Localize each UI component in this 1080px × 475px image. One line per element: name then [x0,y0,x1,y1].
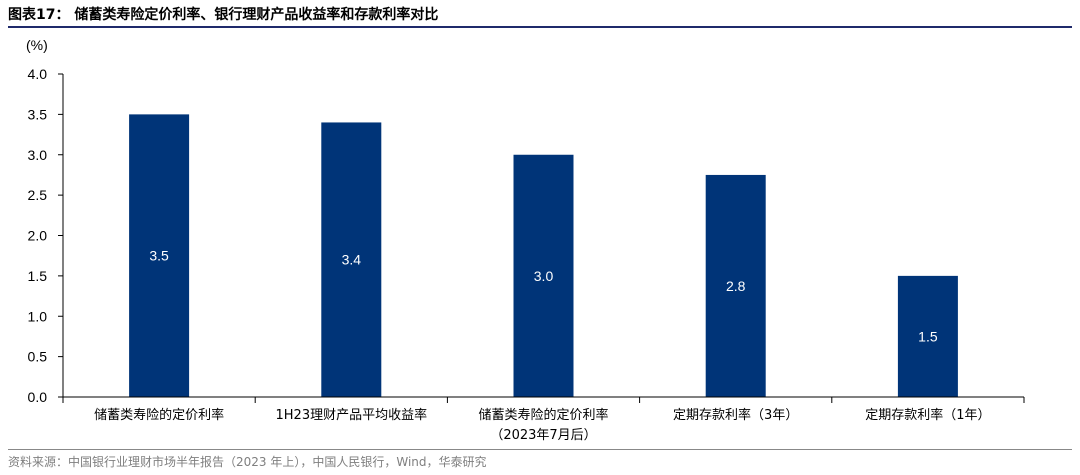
y-tick-label: 2.0 [28,228,48,244]
x-category-label: 定期存款利率（3年） [673,407,798,423]
bar [321,122,382,397]
bars: 3.5 3.4 3.0 2.8 1.5 [129,114,958,397]
bar-data-label: 3.5 [149,248,169,264]
x-category-label: 1H23理财产品平均收益率 [276,407,428,423]
bar-chart: (%) 0.00.51.01.52.02.53.03.54.0 3.5 3.43.… [26,37,1025,443]
source-rule [8,449,1072,450]
x-category-label: 储蓄类寿险的定价利率 [478,407,608,423]
x-category-label: 储蓄类寿险的定价利率 [94,407,224,423]
y-tick-label: 0.5 [28,349,48,365]
y-tick-label: 3.0 [28,147,48,163]
y-axis: 0.0 0.5 1.0 1.5 2.0 2.5 3.0 3.5 4.0 [28,66,64,405]
bar-data-label: 3.0 [534,268,554,284]
y-tick-label: 4.0 [28,66,48,82]
bar [705,174,766,397]
y-tick-label: 1.5 [28,268,48,284]
bar-data-label: 2.8 [726,278,746,294]
y-tick-label: 2.5 [28,187,48,203]
bar [897,275,958,397]
x-category-label: （2023年7月后） [490,428,596,443]
y-tick-label: 0.0 [28,389,48,405]
bar-data-label: 1.5 [918,328,938,344]
x-category-label: 定期存款利率（1年） [865,407,990,423]
source-note: 资料来源：中国银行业理财市场半年报告（2023 年上），中国人民银行，Wind，… [8,455,487,469]
figure-title: 图表17： 储蓄类寿险定价利率、银行理财产品收益率和存款利率对比 [8,7,439,23]
y-axis-unit-label: (%) [26,37,48,53]
y-tick-label: 3.5 [28,106,48,122]
y-tick-label: 1.0 [28,308,48,324]
x-axis: 储蓄类寿险的定价利率 1H23理财产品平均收益率 储蓄类寿险的定价利率 （2023年7… [62,396,1025,443]
bar-data-label: 3.4 [342,252,362,268]
bar [129,114,190,397]
bar [513,154,574,397]
title-rule [8,26,1072,28]
